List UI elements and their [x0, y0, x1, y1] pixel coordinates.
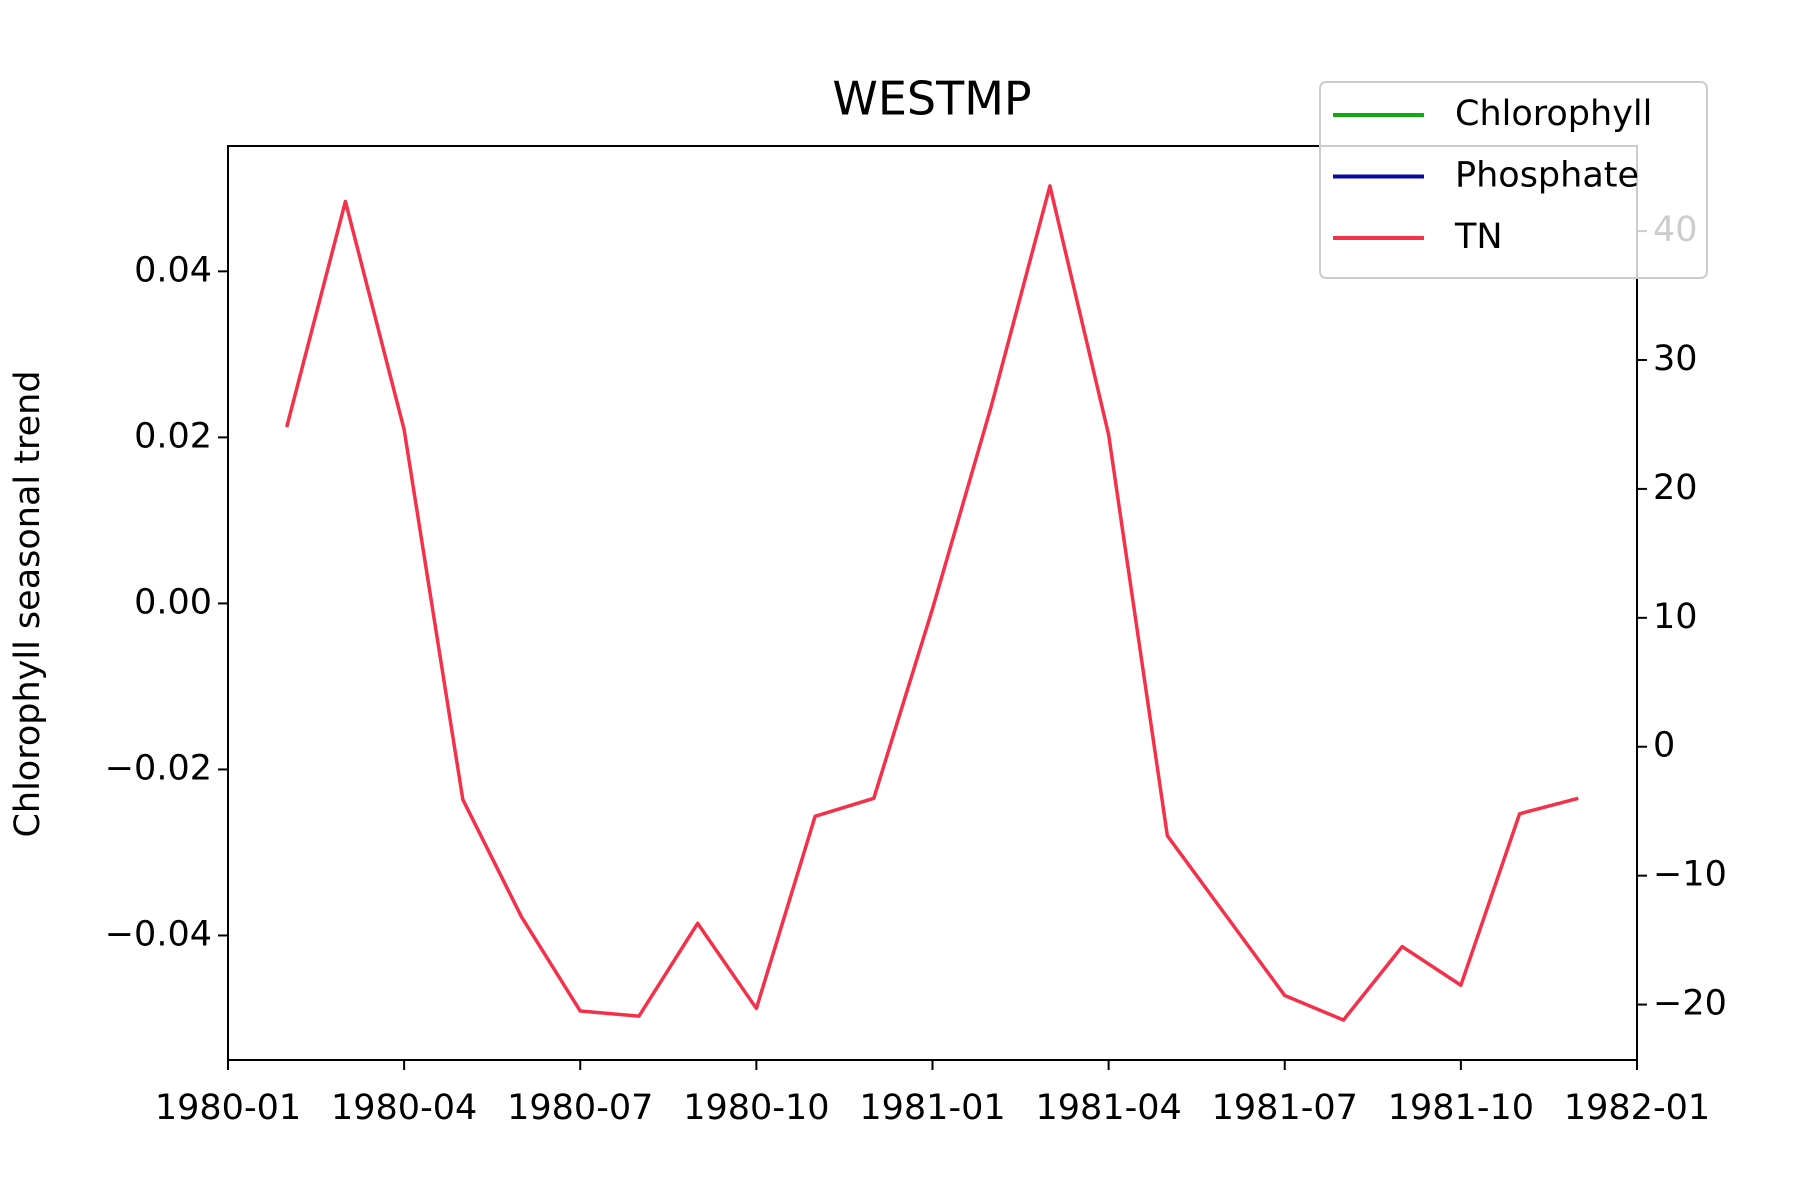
x-tick-label: 1982-01 — [1564, 1088, 1710, 1128]
x-tick-label: 1980-10 — [683, 1088, 829, 1128]
y-axis-label: Chlorophyll seasonal trend — [8, 370, 48, 837]
y-tick-label: 0.04 — [134, 250, 212, 290]
x-tick-label: 1981-04 — [1036, 1088, 1182, 1128]
legend-label: TN — [1454, 217, 1503, 257]
y-tick-label: 0.02 — [134, 416, 212, 456]
y-tick-label: −0.04 — [105, 914, 212, 954]
series-line — [285, 184, 1579, 1022]
x-tick-label: 1980-01 — [155, 1088, 301, 1128]
y2-tick-label: 20 — [1653, 468, 1698, 508]
plot-frame — [227, 145, 1638, 1061]
y2-tick-label: 30 — [1653, 339, 1698, 379]
y-tick-label: −0.02 — [105, 748, 212, 788]
x-tick-label: 1981-01 — [859, 1088, 1005, 1128]
y2-tick-label: 10 — [1653, 597, 1698, 637]
y2-tick-label: 0 — [1653, 726, 1675, 766]
y-tick-label: 0.00 — [134, 582, 212, 622]
x-tick-label: 1980-07 — [507, 1088, 653, 1128]
legend-box — [1319, 81, 1708, 279]
x-tick-label: 1980-04 — [331, 1088, 477, 1128]
y2-tick-label: −20 — [1653, 984, 1727, 1024]
legend-label: Phosphate — [1455, 156, 1639, 196]
x-tick-label: 1981-07 — [1212, 1088, 1358, 1128]
legend-label: Chlorophyll — [1455, 94, 1652, 134]
x-tick-label: 1981-10 — [1388, 1088, 1534, 1128]
chart-title: WESTMP — [832, 72, 1031, 126]
y2-tick-label: −10 — [1653, 855, 1727, 895]
